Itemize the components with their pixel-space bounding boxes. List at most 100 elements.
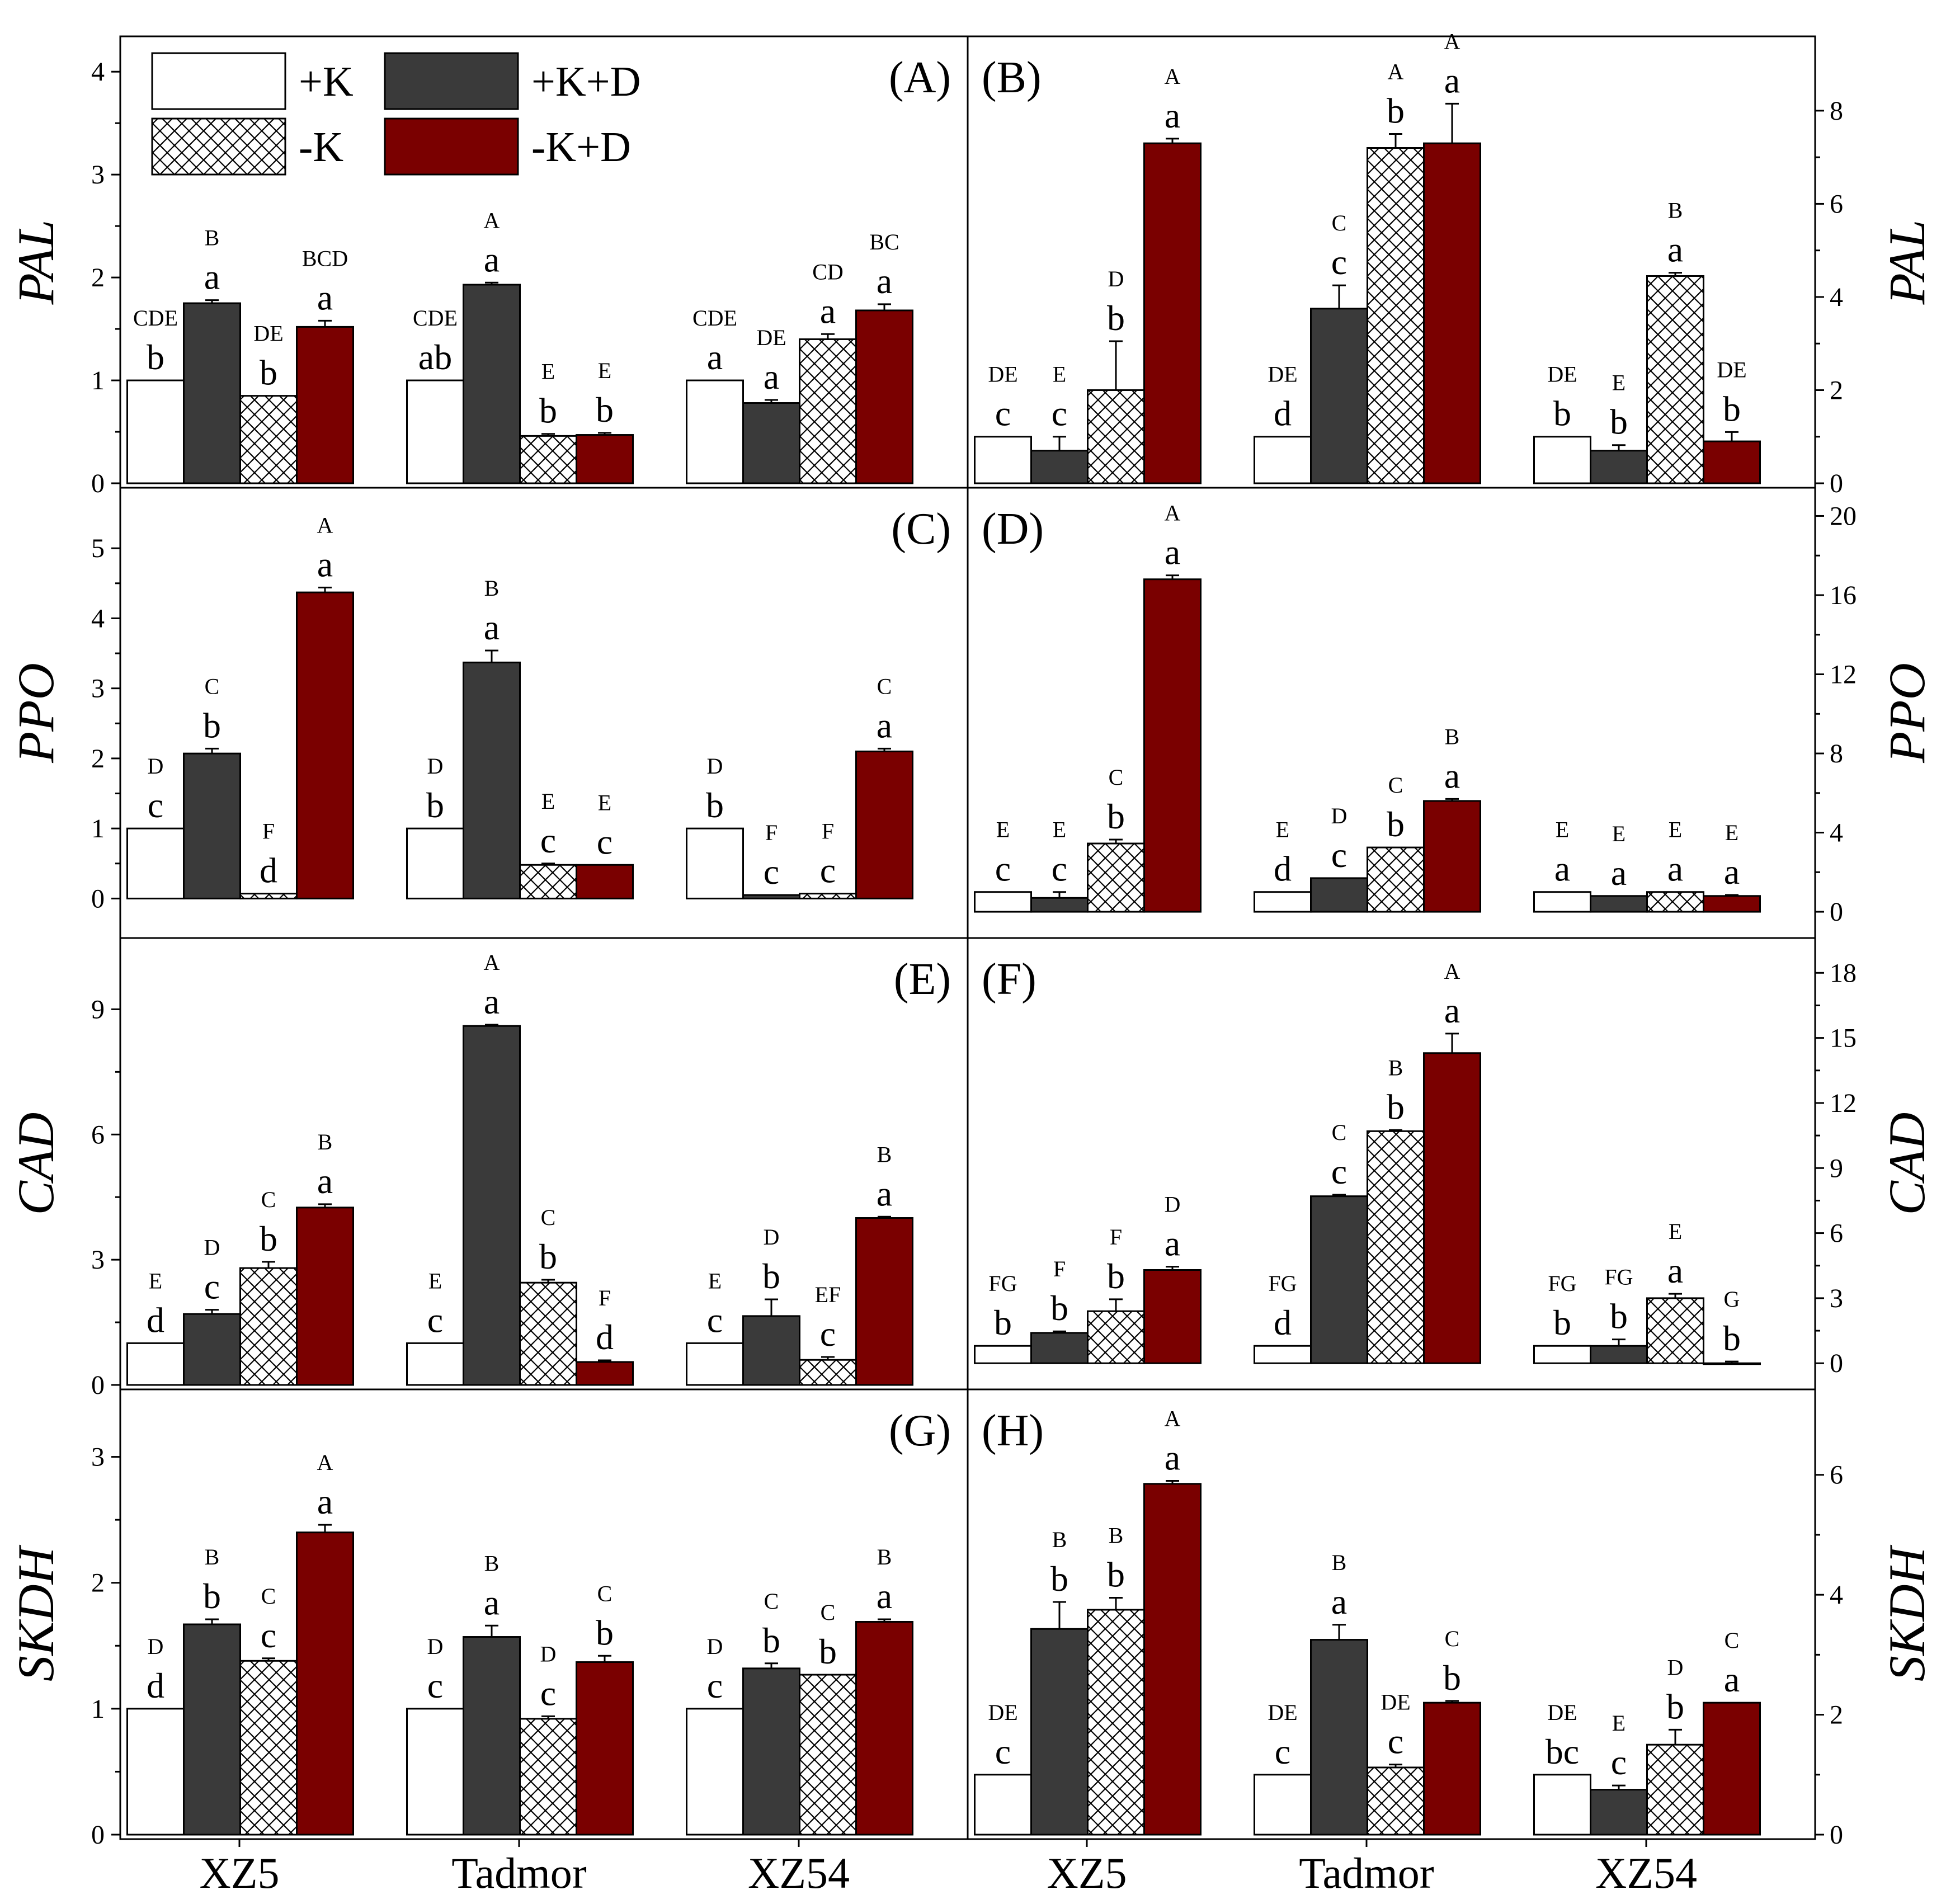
sig-letter-lower: c — [1052, 394, 1067, 433]
bar-minus-k-xz54 — [799, 893, 857, 899]
sig-letter-upper: E — [1276, 817, 1289, 842]
bar-plus-k-d-xz5 — [1030, 897, 1089, 913]
bar-plus-k-d-xz5 — [183, 752, 241, 899]
sig-letter-upper: C — [1445, 1626, 1460, 1651]
sig-letter-upper: A — [1444, 959, 1460, 984]
sig-letter-lower: b — [1387, 804, 1405, 844]
bar-minus-k-xz5 — [239, 395, 298, 484]
bar-plus-k-tadmor — [406, 379, 464, 484]
bar-minus-k-d-tadmor — [576, 864, 634, 899]
bar-plus-k-xz54 — [686, 379, 744, 484]
y-tick-label: 15 — [1830, 1024, 1857, 1053]
y-tick-label: 0 — [1830, 469, 1843, 498]
y-tick-label: 8 — [1830, 96, 1843, 126]
sig-letter-lower: a — [1667, 230, 1683, 270]
sig-letter-upper: F — [599, 1285, 611, 1311]
sig-letter-lower: b — [1723, 1318, 1741, 1358]
bar-minus-k-xz54 — [799, 1674, 857, 1836]
y-tick-label: 4 — [91, 57, 105, 87]
sig-letter-upper: CD — [812, 259, 844, 284]
sig-letter-upper: C — [1725, 1628, 1740, 1653]
bar-plus-k-d-tadmor — [1310, 1195, 1368, 1364]
sig-letter-upper: B — [1388, 1055, 1403, 1080]
sig-letter-lower: a — [484, 239, 500, 279]
sig-letter-upper: E — [1669, 1219, 1682, 1244]
sig-letter-upper: D — [1667, 1655, 1684, 1680]
sig-letter-lower: c — [995, 1732, 1011, 1771]
sig-letter-lower: b — [539, 1237, 557, 1276]
y-tick-label: 3 — [1830, 1284, 1843, 1313]
sig-letter-upper: B — [877, 1544, 892, 1570]
sig-letter-lower: b — [706, 785, 724, 825]
bar-minus-k-xz54 — [799, 1359, 857, 1386]
bar-plus-k-xz54 — [686, 1708, 744, 1836]
panel-f: 0369121518CAD(F)bFGdFGbFGbFcCbFGbFbBaEaD… — [974, 955, 1935, 1378]
sig-letter-upper: F — [822, 819, 834, 844]
sig-letter-upper: DE — [756, 325, 786, 350]
sig-letter-lower: b — [539, 391, 557, 431]
y-tick-label: 8 — [1830, 739, 1843, 769]
sig-letter-lower: b — [1050, 1288, 1068, 1328]
figure-frame — [119, 35, 1816, 1847]
bar-minus-k-tadmor — [519, 1281, 577, 1386]
sig-letter-upper: F — [765, 820, 778, 845]
category-label-tadmor: Tadmor — [1299, 1849, 1434, 1897]
sig-letter-lower: a — [317, 544, 333, 584]
sig-letter-upper: D — [148, 1634, 164, 1659]
y-tick-label: 6 — [91, 1120, 105, 1149]
bar-plus-k-d-xz54 — [1590, 895, 1648, 913]
panel-tag: (E) — [894, 955, 951, 1004]
sig-letter-upper: F — [1110, 1224, 1122, 1250]
sig-letter-upper: DE — [1268, 1700, 1297, 1725]
bar-plus-k-xz5 — [974, 436, 1032, 484]
sig-letter-lower: b — [147, 337, 164, 377]
bar-minus-k-d-xz5 — [296, 591, 354, 899]
sig-letter-lower: b — [1107, 298, 1125, 338]
y-tick-label: 16 — [1830, 581, 1857, 610]
sig-letter-upper: E — [996, 817, 1010, 842]
sig-letter-upper: C — [261, 1187, 276, 1212]
bar-minus-k-d-xz5 — [1143, 1483, 1202, 1836]
sig-letter-lower: c — [1611, 1742, 1627, 1782]
panel-tag: (D) — [982, 505, 1044, 554]
sig-letter-lower: a — [484, 982, 500, 1021]
sig-letter-lower: a — [877, 261, 892, 301]
sig-letter-upper: D — [1108, 266, 1124, 291]
sig-letter-lower: d — [1274, 849, 1292, 889]
sig-letter-lower: a — [1444, 60, 1460, 100]
bar-plus-k-tadmor — [406, 1708, 464, 1836]
sig-letter-lower: b — [1666, 1686, 1684, 1726]
sig-letter-upper: E — [1053, 817, 1066, 842]
sig-letter-upper: D — [540, 1641, 557, 1666]
sig-letter-lower: c — [820, 851, 836, 890]
panel-a: 01234PAL(A)bCDEabCDEaCDEaBaAaDEbDEbEaCDa… — [7, 53, 951, 498]
sig-letter-lower: a — [1554, 849, 1570, 889]
sig-letter-upper: B — [1332, 1550, 1347, 1575]
sig-letter-upper: B — [484, 576, 500, 601]
bar-plus-k-d-tadmor — [463, 661, 521, 899]
y-tick-label: 9 — [91, 995, 105, 1024]
sig-letter-lower: a — [317, 1482, 333, 1521]
y-tick-label: 2 — [91, 263, 105, 293]
sig-letter-upper: E — [541, 789, 555, 814]
bar-minus-k-tadmor — [1367, 1766, 1425, 1836]
sig-letter-upper: C — [764, 1589, 779, 1614]
sig-letter-lower: a — [1165, 532, 1180, 572]
sig-letter-lower: d — [596, 1317, 614, 1357]
y-tick-label: 0 — [1830, 1820, 1843, 1850]
bar-plus-k-d-xz54 — [1590, 450, 1648, 484]
sig-letter-lower: a — [877, 1173, 892, 1213]
panel-tag: (A) — [889, 53, 951, 102]
bar-plus-k-tadmor — [406, 827, 464, 899]
sig-letter-upper: CDE — [133, 305, 178, 331]
sig-letter-lower: b — [596, 390, 614, 430]
y-tick-label: 6 — [1830, 1219, 1843, 1248]
bar-minus-k-xz54 — [799, 338, 857, 484]
sig-letter-upper: DE — [1547, 362, 1577, 387]
bar-plus-k-d-tadmor — [463, 284, 521, 484]
y-tick-label: 1 — [91, 1694, 105, 1724]
sig-letter-lower: b — [260, 353, 277, 393]
sig-letter-lower: c — [1331, 835, 1347, 875]
